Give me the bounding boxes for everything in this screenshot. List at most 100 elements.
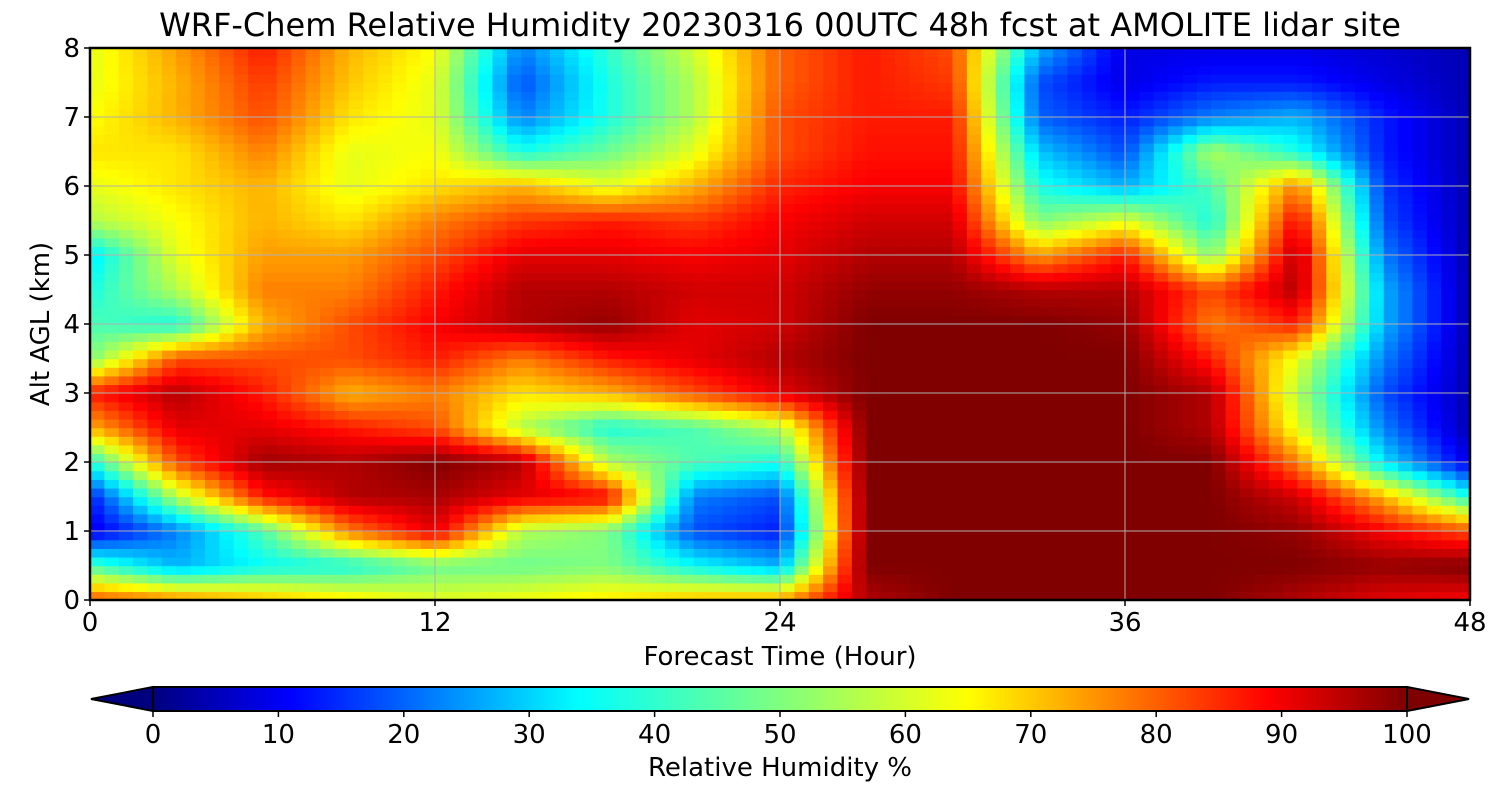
- heatmap-cell: [463, 289, 479, 299]
- heatmap-cell: [1283, 358, 1299, 368]
- heatmap-cell: [851, 332, 867, 342]
- heatmap-cell: [449, 384, 465, 394]
- heatmap-cell: [1254, 332, 1270, 342]
- heatmap-cell: [521, 324, 537, 334]
- heatmap-cell: [248, 548, 264, 558]
- heatmap-cell: [449, 324, 465, 334]
- heatmap-cell: [1398, 556, 1414, 567]
- heatmap-cell: [262, 263, 278, 273]
- heatmap-cell: [966, 160, 982, 170]
- heatmap-cell: [133, 565, 149, 575]
- heatmap-cell: [1125, 444, 1141, 455]
- heatmap-cell: [334, 505, 350, 515]
- heatmap-cell: [205, 479, 221, 489]
- heatmap-cell: [1125, 367, 1141, 377]
- heatmap-cell: [708, 246, 724, 256]
- heatmap-cell: [693, 427, 709, 437]
- heatmap-cell: [938, 280, 954, 291]
- heatmap-cell: [377, 513, 393, 524]
- heatmap-cell: [1196, 151, 1212, 161]
- heatmap-cell: [1139, 211, 1155, 222]
- heatmap-cell: [1110, 513, 1126, 524]
- heatmap-cell: [1254, 315, 1270, 325]
- heatmap-cell: [880, 418, 896, 429]
- heatmap-cell: [1211, 229, 1227, 239]
- heatmap-cell: [1340, 255, 1356, 265]
- heatmap-cell: [492, 418, 508, 429]
- heatmap-cell: [837, 280, 853, 291]
- heatmap-cell: [104, 315, 120, 325]
- heatmap-cell: [521, 246, 537, 256]
- heatmap-cell: [1268, 168, 1284, 179]
- heatmap-cell: [363, 298, 379, 308]
- heatmap-cell: [1441, 220, 1457, 230]
- heatmap-cell: [679, 410, 695, 420]
- heatmap-cell: [564, 462, 580, 472]
- heatmap-cell: [90, 358, 106, 368]
- heatmap-cell: [1455, 168, 1470, 179]
- heatmap-cell: [578, 470, 594, 480]
- heatmap-cell: [506, 591, 522, 600]
- heatmap-cell: [794, 401, 810, 411]
- heatmap-cell: [1383, 410, 1399, 420]
- heatmap-cell: [1326, 487, 1342, 498]
- heatmap-cell: [923, 220, 939, 230]
- heatmap-cell: [276, 272, 292, 282]
- heatmap-cell: [909, 255, 925, 265]
- heatmap-cell: [521, 591, 537, 600]
- heatmap-cell: [262, 298, 278, 308]
- heatmap-cell: [1168, 203, 1184, 213]
- heatmap-cell: [636, 306, 652, 317]
- heatmap-cell: [923, 462, 939, 472]
- heatmap-cell: [794, 453, 810, 463]
- heatmap-cell: [1110, 324, 1126, 334]
- heatmap-cell: [1283, 341, 1299, 351]
- heatmap-cell: [248, 565, 264, 575]
- heatmap-cell: [1268, 324, 1284, 334]
- heatmap-cell: [1038, 272, 1054, 282]
- heatmap-cell: [952, 574, 968, 584]
- heatmap-cell: [851, 436, 867, 446]
- heatmap-cell: [1383, 522, 1399, 532]
- heatmap-cell: [104, 582, 120, 593]
- heatmap-cell: [291, 211, 307, 222]
- heatmap-cell: [823, 151, 839, 161]
- heatmap-cell: [521, 487, 537, 498]
- heatmap-cell: [248, 263, 264, 273]
- heatmap-cell: [305, 539, 321, 549]
- heatmap-cell: [118, 522, 134, 532]
- heatmap-cell: [952, 203, 968, 213]
- heatmap-cell: [1254, 349, 1270, 360]
- heatmap-cell: [176, 367, 192, 377]
- heatmap-cell: [406, 436, 422, 446]
- heatmap-cell: [492, 367, 508, 377]
- heatmap-cell: [650, 186, 666, 196]
- heatmap-cell: [895, 246, 911, 256]
- heatmap-cell: [147, 505, 163, 515]
- heatmap-cell: [90, 487, 106, 498]
- heatmap-cell: [1355, 522, 1371, 532]
- heatmap-cell: [708, 289, 724, 299]
- heatmap-cell: [190, 384, 206, 394]
- heatmap-cell: [435, 349, 451, 360]
- heatmap-cell: [1139, 349, 1155, 360]
- heatmap-cell: [262, 375, 278, 386]
- heatmap-cell: [305, 418, 321, 429]
- heatmap-cell: [722, 367, 738, 377]
- heatmap-cell: [1455, 582, 1470, 593]
- heatmap-cell: [420, 168, 436, 179]
- heatmap-cell: [1240, 341, 1256, 351]
- heatmap-cell: [1110, 332, 1126, 342]
- heatmap-cell: [1268, 203, 1284, 213]
- heatmap-cell: [1441, 168, 1457, 179]
- heatmap-cell: [1441, 203, 1457, 213]
- heatmap-cell: [262, 229, 278, 239]
- heatmap-cell: [1010, 332, 1026, 342]
- heatmap-cell: [938, 505, 954, 515]
- heatmap-cell: [1412, 548, 1428, 558]
- heatmap-cell: [1383, 427, 1399, 437]
- heatmap-cell: [1225, 315, 1241, 325]
- heatmap-cell: [1024, 496, 1040, 506]
- heatmap-cell: [650, 358, 666, 368]
- heatmap-cell: [1426, 298, 1442, 308]
